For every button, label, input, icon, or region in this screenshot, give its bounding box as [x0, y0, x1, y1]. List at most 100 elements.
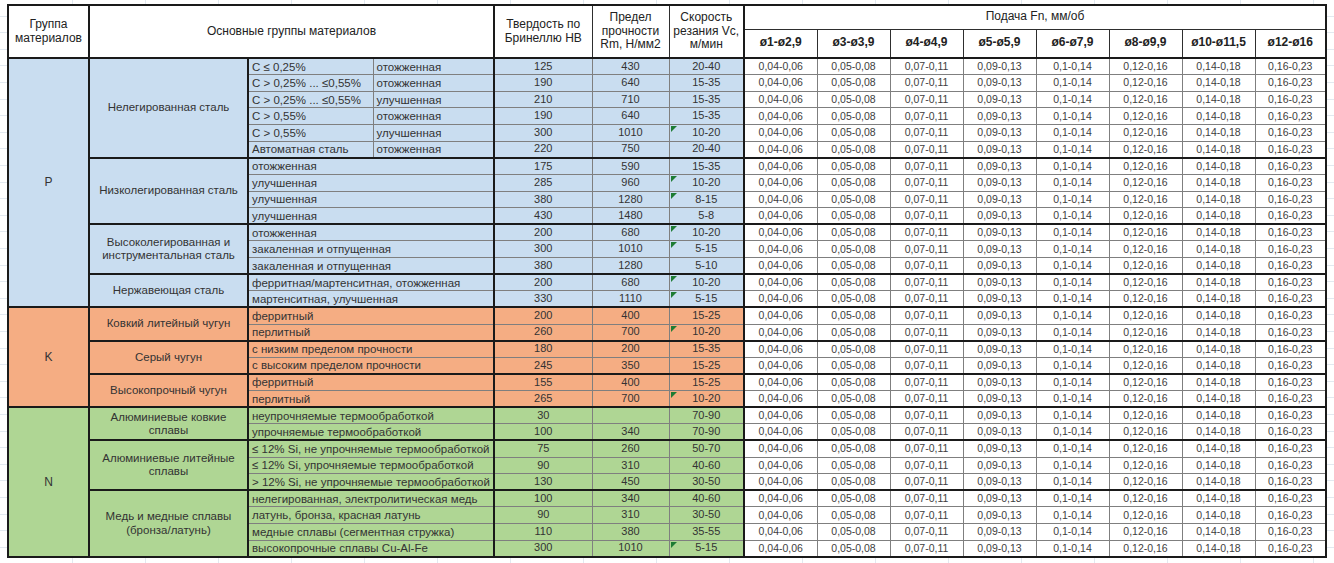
feed-cell[interactable]: 0,14-0,18: [1182, 457, 1255, 474]
feed-cell[interactable]: 0,04-0,06: [744, 58, 817, 75]
condition-cell[interactable]: C > 0,25% ... ≤0,55%: [248, 91, 373, 108]
condition-cell[interactable]: улучшенная: [248, 208, 494, 225]
feed-cell[interactable]: 0,1-0,14: [1036, 341, 1109, 358]
feed-cell[interactable]: 0,09-0,13: [963, 191, 1036, 208]
feed-cell[interactable]: 0,05-0,08: [817, 58, 890, 75]
feed-cell[interactable]: 0,1-0,14: [1036, 91, 1109, 108]
hardness-cell[interactable]: 125: [494, 58, 592, 75]
feed-cell[interactable]: 0,09-0,13: [963, 474, 1036, 491]
speed-cell[interactable]: 20-40: [669, 58, 744, 75]
feed-cell[interactable]: 0,05-0,08: [817, 174, 890, 191]
strength-cell[interactable]: 700: [592, 324, 669, 341]
feed-cell[interactable]: 0,1-0,14: [1036, 457, 1109, 474]
speed-cell[interactable]: 15-25: [669, 307, 744, 324]
feed-cell[interactable]: 0,04-0,06: [744, 474, 817, 491]
subgroup-cell[interactable]: Алюминиевые ковкие сплавы: [89, 407, 248, 440]
speed-cell[interactable]: 30-50: [669, 507, 744, 524]
subgroup-cell[interactable]: Высоколегированная и инструментальная ст…: [89, 224, 248, 274]
condition-cell[interactable]: отожженная: [248, 224, 494, 241]
feed-cell[interactable]: 0,07-0,11: [890, 224, 963, 241]
hardness-cell[interactable]: 190: [494, 75, 592, 92]
feed-cell[interactable]: 0,07-0,11: [890, 540, 963, 557]
feed-cell[interactable]: 0,07-0,11: [890, 91, 963, 108]
feed-cell[interactable]: 0,16-0,23: [1255, 241, 1326, 258]
feed-cell[interactable]: 0,1-0,14: [1036, 440, 1109, 457]
feed-cell[interactable]: 0,14-0,18: [1182, 274, 1255, 291]
feed-cell[interactable]: 0,07-0,11: [890, 291, 963, 308]
speed-cell[interactable]: 15-35: [669, 341, 744, 358]
feed-cell[interactable]: 0,05-0,08: [817, 341, 890, 358]
condition-cell[interactable]: с высоким пределом прочности: [248, 357, 494, 374]
feed-cell[interactable]: 0,12-0,16: [1109, 174, 1182, 191]
feed-cell[interactable]: 0,14-0,18: [1182, 224, 1255, 241]
feed-cell[interactable]: 0,07-0,11: [890, 457, 963, 474]
header-feed-diameter-cell[interactable]: ø6-ø7,9: [1036, 29, 1109, 58]
feed-cell[interactable]: 0,1-0,14: [1036, 141, 1109, 158]
feed-cell[interactable]: 0,14-0,18: [1182, 307, 1255, 324]
feed-cell[interactable]: 0,05-0,08: [817, 291, 890, 308]
feed-cell[interactable]: 0,12-0,16: [1109, 141, 1182, 158]
subgroup-cell[interactable]: Низколегированная сталь: [89, 158, 248, 225]
hardness-cell[interactable]: 175: [494, 158, 592, 175]
group-cell[interactable]: P: [8, 58, 89, 307]
strength-cell[interactable]: 680: [592, 224, 669, 241]
feed-cell[interactable]: 0,12-0,16: [1109, 91, 1182, 108]
feed-cell[interactable]: 0,07-0,11: [890, 324, 963, 341]
speed-cell[interactable]: 35-55: [669, 524, 744, 541]
condition-cell[interactable]: перлитный: [248, 391, 494, 408]
feed-cell[interactable]: 0,07-0,11: [890, 307, 963, 324]
speed-cell[interactable]: 15-35: [669, 158, 744, 175]
feed-cell[interactable]: 0,07-0,11: [890, 174, 963, 191]
feed-cell[interactable]: 0,07-0,11: [890, 407, 963, 424]
feed-cell[interactable]: 0,09-0,13: [963, 357, 1036, 374]
feed-cell[interactable]: 0,16-0,23: [1255, 108, 1326, 125]
feed-cell[interactable]: 0,05-0,08: [817, 91, 890, 108]
feed-cell[interactable]: 0,16-0,23: [1255, 258, 1326, 275]
hardness-cell[interactable]: 200: [494, 224, 592, 241]
feed-cell[interactable]: 0,1-0,14: [1036, 357, 1109, 374]
feed-cell[interactable]: 0,07-0,11: [890, 191, 963, 208]
condition-state-cell[interactable]: отожженная: [373, 75, 494, 92]
feed-cell[interactable]: 0,09-0,13: [963, 241, 1036, 258]
header-feed-diameter-cell[interactable]: ø10-ø11,5: [1182, 29, 1255, 58]
speed-cell[interactable]: 8-15: [669, 191, 744, 208]
feed-cell[interactable]: 0,04-0,06: [744, 374, 817, 391]
feed-cell[interactable]: 0,07-0,11: [890, 141, 963, 158]
hardness-cell[interactable]: 210: [494, 91, 592, 108]
feed-cell[interactable]: 0,1-0,14: [1036, 324, 1109, 341]
strength-cell[interactable]: 1480: [592, 208, 669, 225]
strength-cell[interactable]: 310: [592, 507, 669, 524]
feed-cell[interactable]: 0,05-0,08: [817, 374, 890, 391]
feed-cell[interactable]: 0,16-0,23: [1255, 424, 1326, 441]
feed-cell[interactable]: 0,12-0,16: [1109, 58, 1182, 75]
speed-cell[interactable]: 50-70: [669, 440, 744, 457]
strength-cell[interactable]: 1110: [592, 291, 669, 308]
feed-cell[interactable]: 0,16-0,23: [1255, 507, 1326, 524]
strength-cell[interactable]: 750: [592, 141, 669, 158]
strength-cell[interactable]: 590: [592, 158, 669, 175]
feed-cell[interactable]: 0,07-0,11: [890, 524, 963, 541]
feed-cell[interactable]: 0,05-0,08: [817, 241, 890, 258]
feed-cell[interactable]: 0,14-0,18: [1182, 490, 1255, 507]
feed-cell[interactable]: 0,12-0,16: [1109, 241, 1182, 258]
subgroup-cell[interactable]: Медь и медные сплавы (бронза/латунь): [89, 490, 248, 557]
feed-cell[interactable]: 0,14-0,18: [1182, 540, 1255, 557]
strength-cell[interactable]: 1010: [592, 125, 669, 142]
hardness-cell[interactable]: 300: [494, 540, 592, 557]
feed-cell[interactable]: 0,1-0,14: [1036, 75, 1109, 92]
header-feed-diameter-cell[interactable]: ø8-ø9,9: [1109, 29, 1182, 58]
feed-cell[interactable]: 0,1-0,14: [1036, 191, 1109, 208]
strength-cell[interactable]: 350: [592, 357, 669, 374]
feed-cell[interactable]: 0,07-0,11: [890, 75, 963, 92]
feed-cell[interactable]: 0,04-0,06: [744, 357, 817, 374]
feed-cell[interactable]: 0,14-0,18: [1182, 158, 1255, 175]
feed-cell[interactable]: 0,04-0,06: [744, 108, 817, 125]
feed-cell[interactable]: 0,04-0,06: [744, 75, 817, 92]
feed-cell[interactable]: 0,12-0,16: [1109, 307, 1182, 324]
strength-cell[interactable]: 700: [592, 391, 669, 408]
subgroup-cell[interactable]: Алюминиевые литейные сплавы: [89, 440, 248, 490]
condition-cell[interactable]: латунь, бронза, красная латунь: [248, 507, 494, 524]
speed-cell[interactable]: 5-15: [669, 540, 744, 557]
subgroup-cell[interactable]: Ковкий литейный чугун: [89, 307, 248, 340]
feed-cell[interactable]: 0,09-0,13: [963, 141, 1036, 158]
